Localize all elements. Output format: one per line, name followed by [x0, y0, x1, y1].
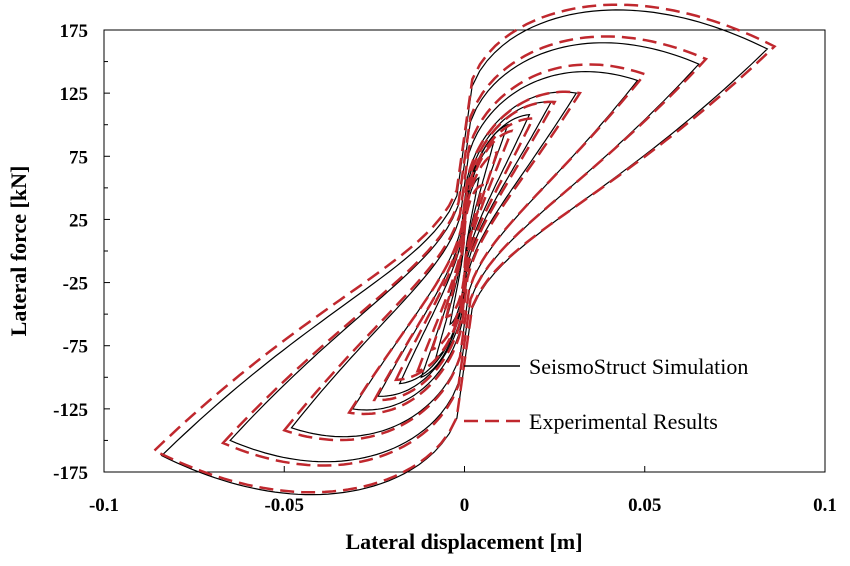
legend-sim-label: SeismoStruct Simulation: [529, 354, 748, 379]
x-tick-label: 0: [460, 495, 470, 516]
y-tick-label: 125: [60, 84, 89, 105]
experimental-loop: [152, 3, 777, 494]
y-axis-title: Lateral force [kN]: [6, 166, 31, 337]
x-tick-label: 0.05: [628, 495, 661, 516]
experimental-loop: [282, 63, 647, 442]
experimental-loop: [372, 100, 557, 402]
y-tick-label: -175: [53, 463, 88, 484]
experimental-loop: [430, 150, 499, 352]
plot-curves: [152, 3, 777, 496]
legend: SeismoStruct Simulation Experimental Res…: [464, 354, 748, 434]
y-tick-label: 25: [69, 210, 88, 231]
y-tick-label: 75: [69, 147, 88, 168]
experimental-loop: [347, 90, 582, 416]
x-tick-label: -0.05: [264, 495, 304, 516]
simulation-loop: [160, 9, 769, 496]
simulation-loop: [290, 70, 639, 438]
legend-exp-label: Experimental Results: [529, 409, 718, 434]
simulation-loop: [377, 101, 552, 397]
simulation-loop: [420, 123, 509, 379]
x-tick-label: -0.1: [89, 495, 119, 516]
experimental-loop: [220, 35, 709, 467]
simulation-loop: [229, 42, 700, 463]
simulation-loop: [398, 113, 531, 385]
x-tick-label: 0.1: [813, 495, 837, 516]
y-tick-label: -25: [63, 274, 88, 295]
y-tick-label: 175: [60, 21, 89, 42]
axis-ticks: -0.1 -0.05 0 0.05 0.1 175 125 75 25 -25 -75 -125 -17…: [53, 21, 837, 516]
y-tick-label: -75: [63, 337, 88, 358]
y-tick-label: -125: [53, 400, 88, 421]
x-axis-title: Lateral displacement [m]: [345, 529, 582, 554]
